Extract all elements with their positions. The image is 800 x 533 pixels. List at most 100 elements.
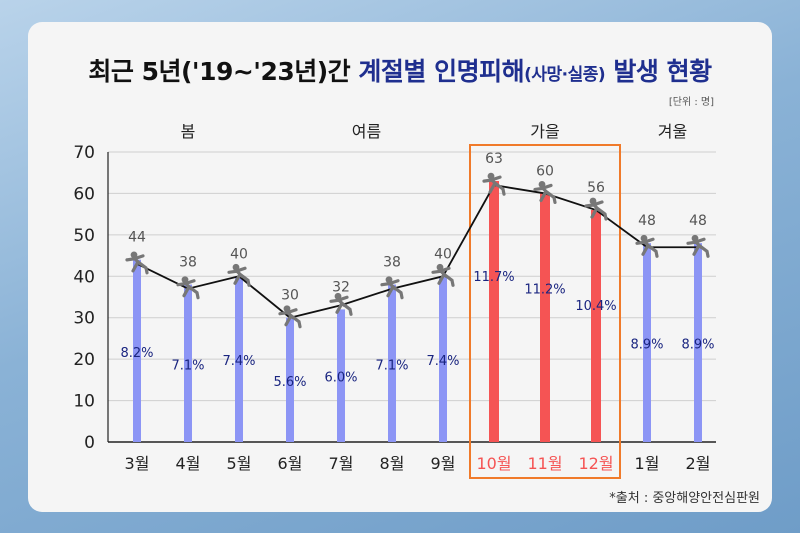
person-marker-icon [125, 251, 149, 275]
bar-9월 [439, 276, 447, 442]
person-marker-icon [482, 172, 506, 196]
person-head [283, 305, 291, 313]
percent-label-11월: 11.2% [524, 282, 565, 297]
percent-label-5월: 7.4% [222, 354, 255, 369]
title-part-1: 최근 5년('19~'23년)간 [88, 57, 359, 86]
y-tick-10: 10 [73, 392, 95, 412]
percent-label-8월: 7.1% [375, 358, 408, 373]
x-tick-4월: 4월 [176, 454, 201, 473]
value-label-11월: 60 [536, 163, 554, 179]
x-tick-labels: 3월 4월 5월 6월 7월 8월 9월 10월 11월 12월 1월 2월 [125, 454, 711, 473]
person-marker-icon [278, 305, 302, 329]
person-marker-icon [227, 263, 251, 287]
x-tick-7월: 7월 [329, 454, 354, 473]
person-head [181, 276, 189, 284]
unit-label: [단위 : 명] [668, 97, 714, 108]
percent-labels: 8.2% 7.1% 7.4% 5.6% 6.0% 7.1% 7.4% 11.7% 11.2% 10… [120, 270, 714, 390]
person-head [334, 292, 342, 300]
x-tick-1월: 1월 [635, 454, 660, 473]
y-tick-0: 0 [84, 433, 95, 453]
person-marker-icon [329, 292, 353, 316]
y-tick-50: 50 [73, 226, 95, 246]
chart-title: 최근 5년('19~'23년)간 계절별 인명피해(사망·실종) 발생 현황 [0, 52, 800, 88]
person-head [538, 181, 546, 188]
bar-8월 [388, 284, 396, 442]
value-label-2월: 48 [689, 213, 707, 229]
bars [133, 181, 702, 442]
x-tick-5월: 5월 [227, 454, 252, 473]
y-tick-30: 30 [73, 309, 95, 329]
x-tick-8월: 8월 [380, 454, 405, 473]
season-label-2: 가을 [530, 122, 559, 141]
season-labels: 봄 여름 가을 겨울 [181, 122, 688, 141]
value-label-8월: 38 [383, 255, 401, 271]
person-body [584, 200, 608, 221]
x-tick-12월: 12월 [578, 454, 613, 473]
bar-3월 [133, 259, 141, 442]
person-head [691, 234, 699, 242]
trend-line-group [136, 184, 698, 319]
highlight-box [469, 144, 621, 479]
bar-4월 [184, 284, 192, 442]
person-body [227, 266, 251, 287]
x-tick-3월: 3월 [125, 454, 150, 473]
percent-label-9월: 7.4% [426, 354, 459, 369]
person-marker-icon [635, 234, 659, 258]
percent-label-2월: 8.9% [681, 338, 714, 353]
bar-1월 [643, 243, 651, 442]
person-head [232, 263, 240, 271]
bar-6월 [286, 317, 294, 442]
person-body [125, 254, 149, 275]
person-body [686, 237, 710, 258]
person-body [380, 279, 404, 300]
person-markers [125, 172, 710, 329]
y-tick-70: 70 [73, 143, 95, 163]
person-head [385, 276, 393, 284]
percent-label-3월: 8.2% [120, 346, 153, 361]
value-label-9월: 40 [434, 246, 452, 262]
value-label-6월: 30 [281, 288, 299, 304]
percent-label-1월: 8.9% [630, 338, 663, 353]
person-body [431, 266, 455, 287]
person-marker-icon [380, 276, 404, 300]
highlight-box-group [469, 144, 621, 479]
y-tick-40: 40 [73, 267, 95, 287]
x-tick-2월: 2월 [686, 454, 711, 473]
percent-label-12월: 10.4% [575, 299, 616, 314]
person-body [176, 279, 200, 300]
x-tick-6월: 6월 [278, 454, 303, 473]
person-marker-icon [686, 234, 710, 258]
x-tick-11월: 11월 [527, 454, 562, 473]
value-label-4월: 38 [179, 255, 197, 271]
bar-10월 [489, 181, 499, 442]
bar-7월 [337, 309, 345, 442]
value-label-5월: 40 [230, 246, 248, 262]
person-head [589, 197, 597, 205]
person-marker-icon [584, 197, 608, 221]
percent-label-10월: 11.7% [473, 270, 514, 285]
person-marker-icon [533, 181, 557, 205]
person-body [278, 308, 302, 329]
person-body [329, 295, 353, 316]
trend-line [136, 184, 698, 319]
gridlines [107, 151, 716, 443]
title-part-4: 발생 현황 [605, 57, 712, 86]
percent-label-6월: 5.6% [273, 375, 306, 390]
value-labels: 44 38 40 30 32 38 40 63 60 56 48 48 [128, 151, 707, 304]
y-tick-labels: 0 10 20 30 40 50 60 70 [73, 143, 95, 453]
person-marker-icon [176, 276, 200, 300]
bar-2월 [694, 243, 702, 442]
y-tick-60: 60 [73, 184, 95, 204]
person-head [487, 172, 495, 180]
bar-5월 [235, 276, 243, 442]
person-body [635, 237, 659, 258]
person-marker-icon [431, 263, 455, 287]
person-head [130, 251, 138, 259]
x-tick-10월: 10월 [476, 454, 511, 473]
person-body [482, 175, 506, 196]
x-tick-9월: 9월 [431, 454, 456, 473]
season-label-0: 봄 [181, 122, 196, 141]
season-label-3: 겨울 [658, 122, 687, 141]
person-head [436, 263, 444, 271]
